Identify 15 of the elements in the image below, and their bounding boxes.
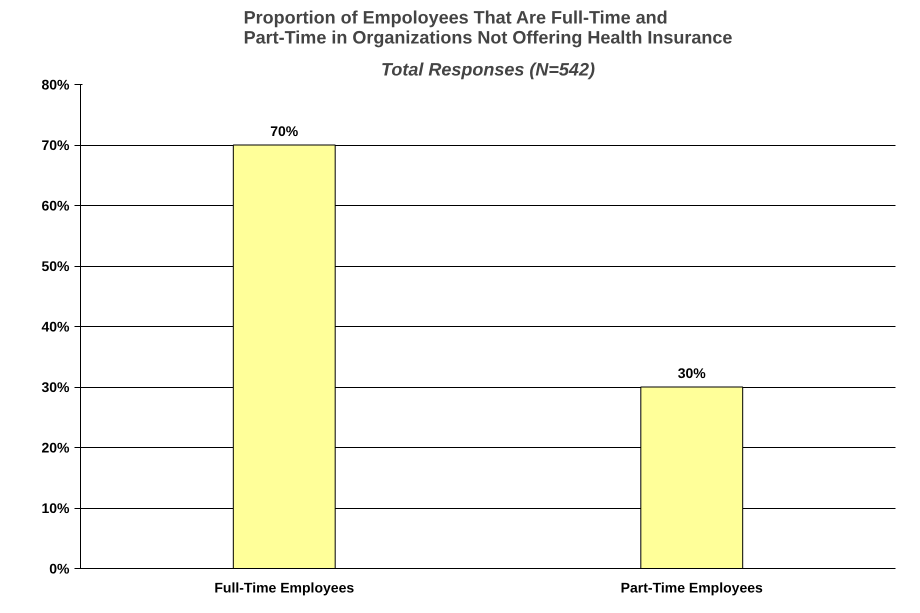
y-tick-label: 50% [41, 258, 70, 274]
x-tick-label: Full-Time Employees [214, 580, 354, 596]
y-tick-label: 0% [49, 560, 70, 576]
y-tick-label: 30% [41, 379, 70, 395]
chart-subtitle: Total Responses (N=542) [381, 60, 595, 80]
y-tick-label: 80% [41, 76, 70, 92]
y-tick-label: 60% [41, 198, 70, 214]
y-tick-label: 70% [41, 137, 70, 153]
data-label: 30% [678, 365, 706, 381]
y-tick-label: 20% [41, 440, 70, 456]
y-tick-label: 10% [41, 500, 70, 516]
data-label: 70% [270, 123, 299, 139]
y-tick-label: 40% [41, 318, 70, 334]
x-tick-label: Part-Time Employees [620, 580, 764, 596]
chart-title: Proportion of Empoloyees That Are Full-Time and Part-Time in Organizations Not Offering Health Insurance [244, 8, 732, 48]
